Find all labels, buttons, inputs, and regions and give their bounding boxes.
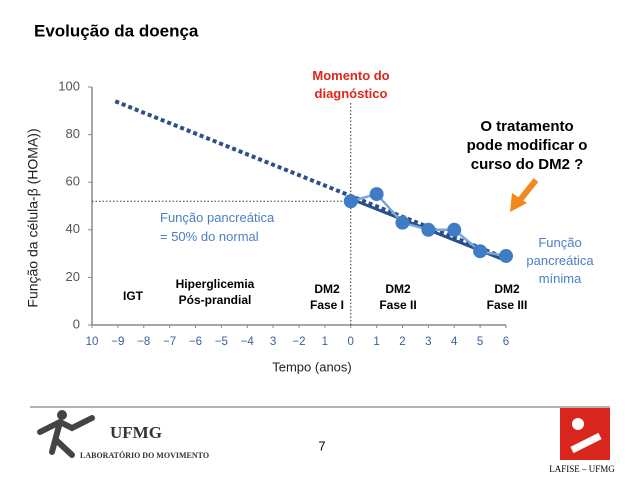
treatment-note: O tratamento pode modificar o curso do DM2… bbox=[467, 118, 588, 173]
arrow bbox=[517, 178, 539, 202]
lafise-logo bbox=[560, 408, 610, 460]
stage-label-line: Fase I bbox=[310, 298, 344, 312]
x-tick-label: 2 bbox=[399, 336, 405, 348]
page-number: 7 bbox=[318, 438, 325, 453]
treatment-note-line: pode modificar o bbox=[467, 137, 588, 154]
min-function-note-line: Função bbox=[538, 235, 581, 250]
x-tick-label: 1 bbox=[322, 336, 328, 348]
x-tick-label: −8 bbox=[137, 336, 150, 348]
arrow-head bbox=[510, 193, 527, 212]
stage-label: DM2 Fase II bbox=[379, 282, 416, 312]
x-tick-label: 1 bbox=[373, 336, 379, 348]
stage-label: Hiperglicemia Pós-prandial bbox=[176, 277, 255, 307]
treatment-note-line: O tratamento bbox=[480, 118, 573, 135]
treatment-note-line: curso do DM2 ? bbox=[471, 156, 584, 173]
stage-label-line: DM2 bbox=[494, 282, 520, 296]
y-tick-label: 20 bbox=[66, 269, 80, 284]
credit: LAFISE – UFMG bbox=[549, 464, 615, 474]
diagnosis-note-line: Momento do bbox=[312, 68, 389, 83]
half-function-note-line: Função pancreática bbox=[160, 210, 275, 225]
stage-label-line: DM2 bbox=[314, 282, 340, 296]
x-tick-label: 6 bbox=[503, 336, 509, 348]
y-tick-label: 40 bbox=[66, 221, 80, 236]
data-point bbox=[395, 215, 410, 230]
x-tick-label: −9 bbox=[111, 336, 124, 348]
stage-label: DM2 Fase I bbox=[310, 282, 344, 312]
x-tick-label: −4 bbox=[241, 336, 255, 348]
y-axis-label: Função da célula-β (HOMA)) bbox=[25, 128, 41, 307]
data-point bbox=[499, 248, 513, 263]
y-tick-label: 80 bbox=[66, 126, 80, 141]
lab-name: LABORATÓRIO DO MOVIMENTO bbox=[80, 450, 209, 460]
data-point bbox=[343, 194, 358, 209]
min-function-note-line: pancreática bbox=[526, 253, 594, 268]
x-tick-label: 3 bbox=[425, 336, 431, 348]
x-tick-label: 10 bbox=[86, 336, 99, 348]
stage-label-line: IGT bbox=[123, 289, 144, 303]
min-function-note: Função pancreática mínima bbox=[526, 235, 594, 286]
x-tick-label: −7 bbox=[163, 336, 176, 348]
half-function-note-line: = 50% do normal bbox=[160, 229, 259, 244]
y-tick-label: 100 bbox=[58, 78, 80, 93]
y-tick-label: 0 bbox=[73, 316, 80, 331]
data-point bbox=[421, 222, 436, 237]
half-function-note: Função pancreática = 50% do normal bbox=[160, 210, 275, 244]
y-tick-label: 60 bbox=[66, 174, 80, 189]
ufmg-logo: UFMG bbox=[110, 423, 162, 442]
lab-logo bbox=[37, 410, 95, 458]
x-tick-label: −6 bbox=[189, 336, 202, 348]
slide-title: Evolução da doença bbox=[34, 21, 199, 40]
x-tick-label: 0 bbox=[348, 336, 354, 348]
x-tick-label: 5 bbox=[477, 336, 483, 348]
stage-label: IGT bbox=[123, 289, 144, 303]
x-tick-label: 3 bbox=[270, 336, 276, 348]
stage-label-line: Fase III bbox=[487, 298, 528, 312]
min-function-note-line: mínima bbox=[539, 271, 582, 286]
diagnosis-note: Momento do diagnóstico bbox=[312, 68, 389, 101]
series-line bbox=[114, 99, 507, 261]
x-tick-label: −5 bbox=[215, 336, 228, 348]
diagnosis-note-line: diagnóstico bbox=[315, 86, 388, 101]
stage-label: DM2 Fase III bbox=[487, 282, 528, 312]
stage-label-line: Fase II bbox=[379, 298, 416, 312]
x-axis-label: Tempo (anos) bbox=[272, 359, 351, 374]
data-point bbox=[369, 187, 384, 202]
stage-label-line: Hiperglicemia bbox=[176, 277, 255, 291]
stage-label-line: Pós-prandial bbox=[179, 293, 252, 307]
data-point bbox=[473, 244, 488, 259]
x-tick-label: 4 bbox=[451, 336, 458, 348]
x-tick-label: −2 bbox=[292, 336, 305, 348]
data-point bbox=[447, 222, 462, 237]
stage-label-line: DM2 bbox=[385, 282, 411, 296]
